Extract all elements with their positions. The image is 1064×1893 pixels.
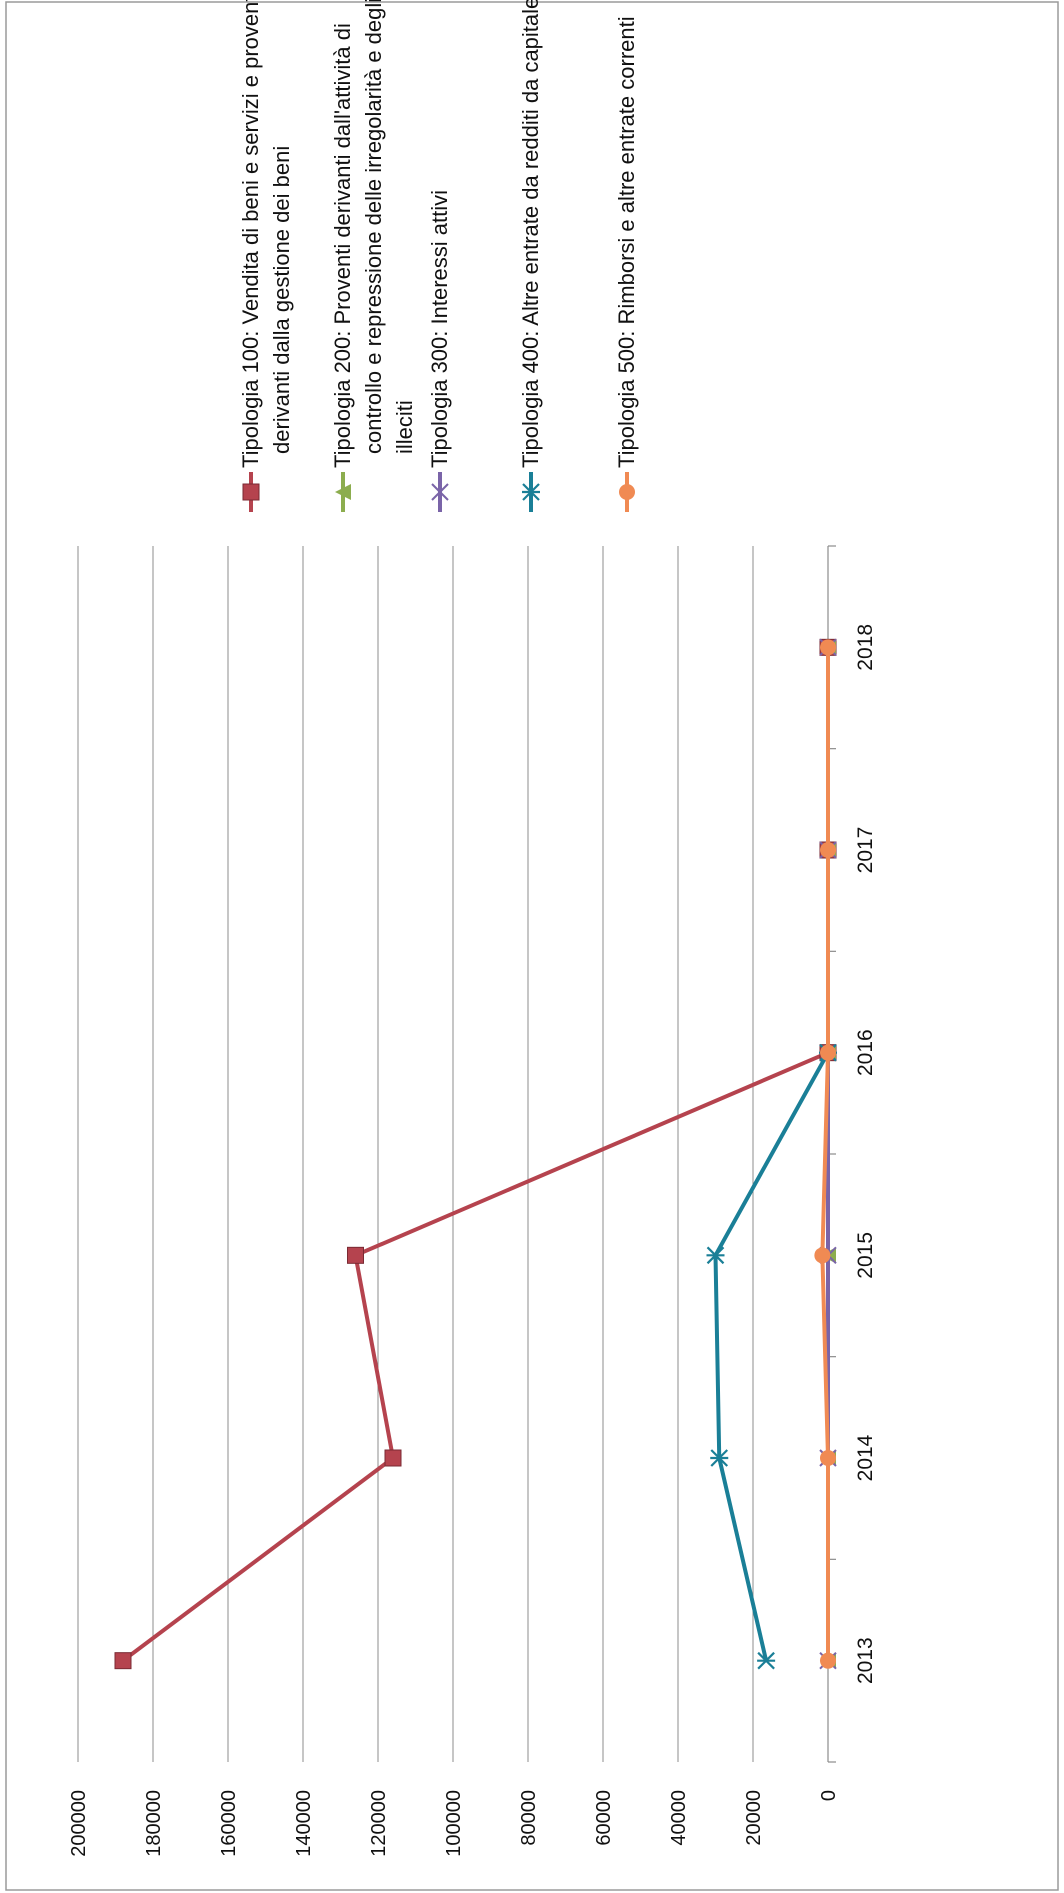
data-point: [820, 842, 836, 858]
series-line: [713, 1051, 830, 1662]
legend: Tipologia 100: Vendita di beni e servizi…: [238, 0, 639, 512]
y-tick-label: 160000: [218, 1790, 240, 1857]
y-tick-label: 40000: [668, 1790, 690, 1846]
data-point: [757, 1651, 776, 1670]
series-5: [814, 639, 836, 1669]
legend-item-1: Tipologia 100: Vendita di beni e servizi…: [238, 0, 294, 512]
x-tick-label: 2014: [854, 1434, 877, 1481]
x-tick-label: 2017: [854, 827, 877, 874]
data-point-stroke: [431, 483, 449, 501]
data-point: [706, 1246, 725, 1265]
y-tick-label: 20000: [743, 1790, 765, 1846]
y-tick-label: 100000: [443, 1790, 465, 1857]
x-tick-label: 2018: [854, 624, 877, 671]
legend-label: Tipologia 100: Vendita di beni e servizi…: [238, 0, 263, 468]
tick-labels: 0 20000 40000 60000 80000 100000 120000 140000 1…: [68, 624, 877, 1857]
data-point: [335, 484, 351, 500]
y-tick-label: 80000: [518, 1790, 540, 1846]
series-group: [114, 638, 837, 1670]
data-point: [384, 1449, 402, 1467]
series-1: [114, 638, 837, 1670]
data-point: [242, 483, 260, 501]
series-4: [706, 1043, 837, 1670]
legend-item-4: Tipologia 400: Altre entrate da redditi …: [518, 0, 543, 512]
legend-label: controllo e repressione delle irregolari…: [361, 0, 386, 454]
legend-label: Tipologia 200: Proventi derivanti dall'a…: [330, 23, 355, 468]
data-point: [114, 1652, 132, 1670]
data-point: [431, 483, 449, 501]
legend-item-3: Tipologia 300: Interessi attivi: [427, 190, 452, 512]
legend-label: derivanti dalla gestione dei beni: [269, 146, 294, 454]
data-point: [820, 1652, 836, 1669]
data-point: [820, 639, 836, 656]
data-point: [347, 1246, 364, 1264]
legend-label: Tipologia 300: Interessi attivi: [427, 190, 452, 468]
series-line: [121, 647, 830, 1663]
series-line: [820, 647, 830, 1661]
gridlines: [77, 546, 754, 1762]
legend-item-5: Tipologia 500: Rimborsi e altre entrate …: [614, 16, 639, 512]
y-tick-label: 120000: [368, 1790, 390, 1857]
legend-label: Tipologia 500: Rimborsi e altre entrate …: [614, 16, 639, 468]
y-tick-label: 140000: [293, 1790, 315, 1857]
data-point: [820, 1450, 836, 1466]
chart-frame: [5, 1, 1059, 1891]
x-tick-label: 2015: [854, 1232, 877, 1279]
y-tick-label: 0: [818, 1790, 840, 1801]
y-tick-label: 60000: [593, 1790, 615, 1846]
data-point: [522, 483, 540, 501]
data-point: [710, 1449, 729, 1467]
x-tick-label: 2016: [854, 1029, 877, 1076]
data-point: [820, 1044, 836, 1061]
legend-label: illeciti: [392, 400, 417, 454]
x-tick-label: 2013: [854, 1637, 877, 1684]
legend-item-2: Tipologia 200: Proventi derivanti dall'a…: [330, 0, 417, 512]
legend-label: Tipologia 400: Altre entrate da redditi …: [518, 0, 543, 468]
y-tick-label: 180000: [143, 1790, 165, 1857]
data-point: [619, 484, 635, 500]
data-point: [814, 1247, 831, 1264]
y-tick-label: 200000: [68, 1790, 90, 1857]
